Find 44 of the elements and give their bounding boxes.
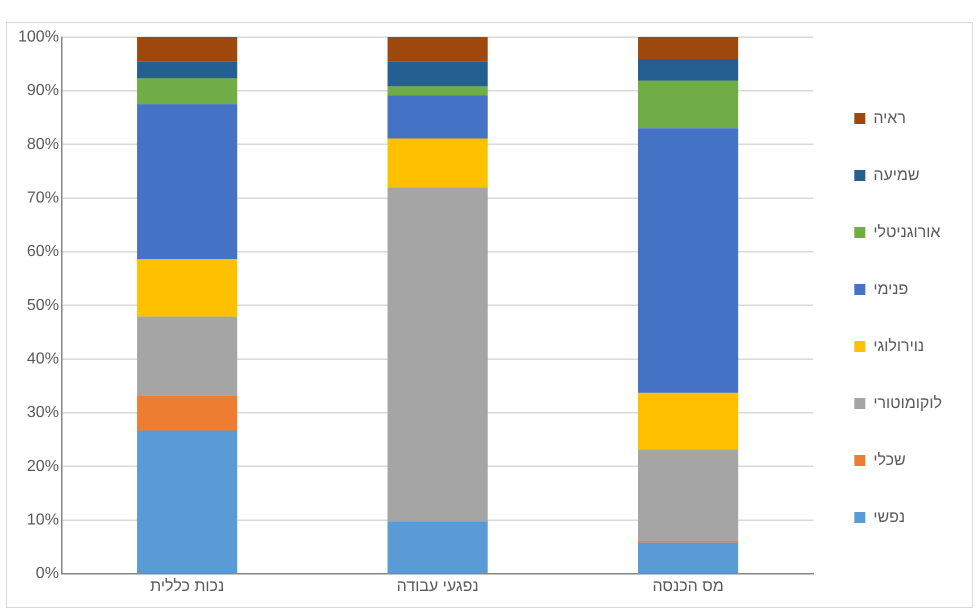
y-tick-label: 40% [26,350,59,368]
bar [638,392,738,450]
bar [137,78,238,104]
bar [388,187,488,522]
bar [638,128,738,393]
y-tick-label: 70% [26,189,59,206]
bar [388,96,488,138]
y-tick-label: 90% [26,82,59,100]
bar [388,138,488,188]
bar [638,59,738,80]
bar [638,449,738,542]
bar [638,542,738,574]
bar [137,259,238,317]
y-tick-label: 80% [26,136,59,153]
x-tick-label: נפגעי עבודה [396,578,479,595]
legend-label: ראיה [873,110,906,127]
bar [388,86,488,96]
bar [137,430,238,574]
bar [388,62,488,86]
legend-label: פנימי [873,280,908,298]
bar [638,37,738,60]
bar [388,37,488,62]
legend-label: אורוגניטלי [873,222,940,241]
y-tick-label: 50% [26,296,59,314]
bar [137,62,238,78]
legend-label: שמיעה [873,166,920,184]
bar [388,521,488,574]
legend-label: לוקומוטורי [873,394,942,412]
y-tick-label: 30% [26,404,59,422]
bar [137,104,238,260]
y-tick-label: 20% [26,458,59,475]
bar [137,396,238,430]
y-tick-label: 60% [26,243,59,260]
legend-label: שכלי [873,450,906,469]
x-tick-label: נכות כללית [150,576,224,595]
bar [137,37,238,62]
bar [638,80,738,128]
x-tick-label: מס הכנסה [652,578,724,595]
y-tick-label: 10% [26,512,59,529]
legend-label: נוירולוגי [873,336,924,355]
bar [137,316,238,396]
y-tick-label: 100% [18,28,59,46]
legend-label: נפשי [873,508,906,526]
y-tick-label: 0% [36,565,59,582]
